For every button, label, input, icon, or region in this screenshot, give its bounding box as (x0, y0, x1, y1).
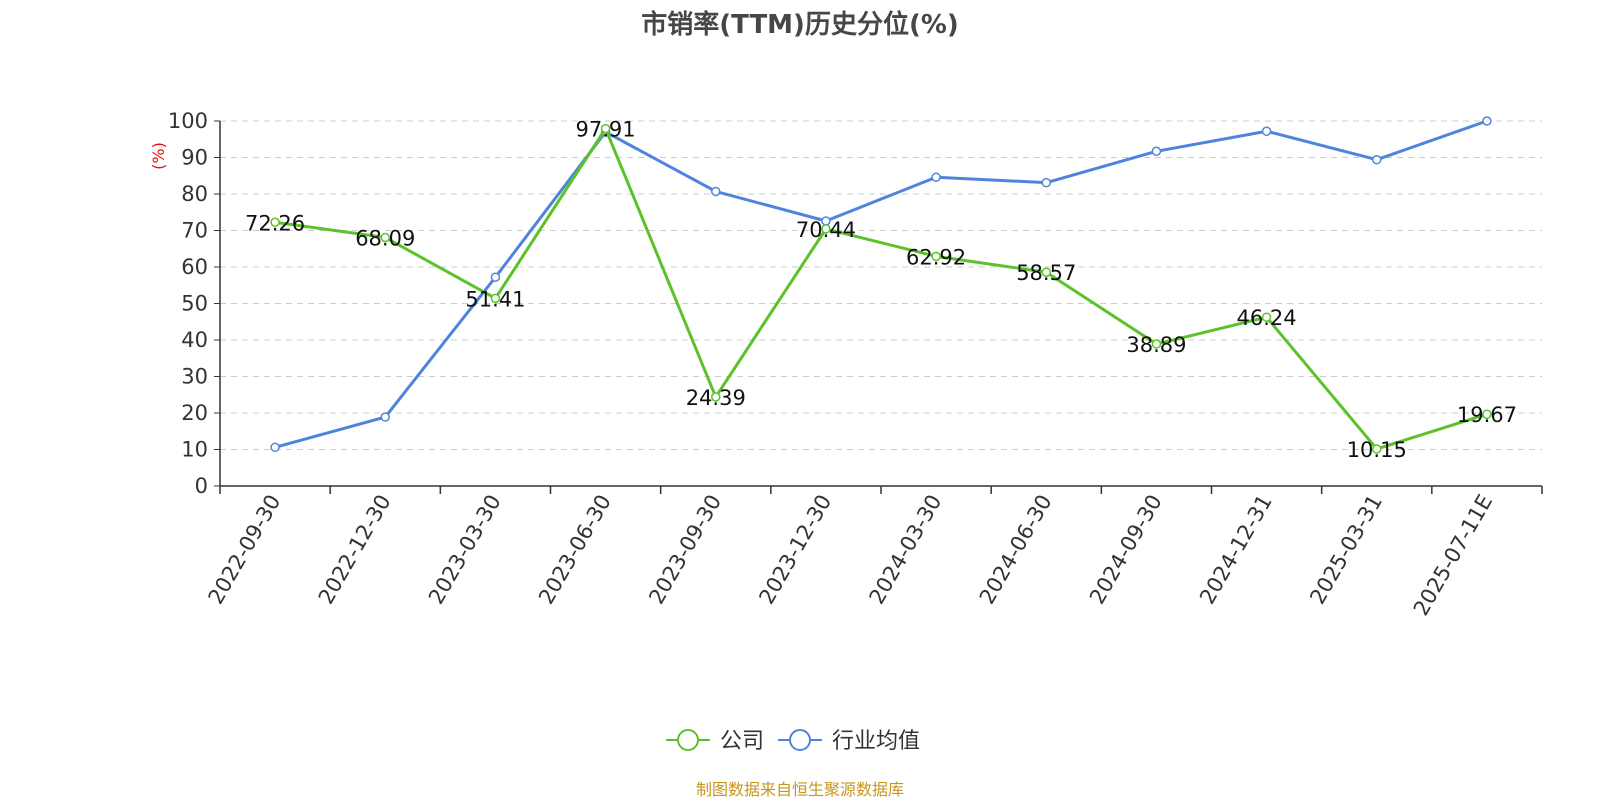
data-label: 97.91 (576, 118, 636, 142)
source-note: 制图数据来自恒生聚源数据库 (695, 780, 904, 799)
data-point (821, 224, 831, 234)
y-tick-label: 40 (181, 328, 208, 352)
data-point (270, 217, 280, 228)
data-label: 72.26 (245, 211, 305, 235)
data-point (1372, 154, 1382, 165)
data-point (600, 123, 611, 134)
data-point (711, 392, 721, 402)
x-tick-label: 2024-12-31 (1195, 491, 1277, 609)
data-point (490, 272, 501, 282)
y-tick-label: 30 (181, 365, 208, 389)
data-label: 70.44 (796, 218, 856, 242)
data-label: 24.39 (686, 386, 746, 410)
x-tick-label: 2025-07-11E (1409, 491, 1497, 620)
data-point (1372, 444, 1382, 454)
data-point (1151, 146, 1162, 157)
data-point (1041, 267, 1051, 277)
x-tick-label: 2023-09-30 (644, 491, 726, 609)
data-label: 38.89 (1126, 333, 1186, 357)
x-tick-label: 2024-09-30 (1085, 491, 1167, 609)
data-point (270, 442, 280, 453)
data-label: 46.24 (1237, 306, 1297, 330)
data-point (1482, 409, 1492, 419)
data-label: 51.41 (465, 287, 525, 311)
legend-marker (677, 729, 699, 751)
data-point (711, 186, 721, 197)
data-point (380, 232, 390, 243)
data-point (380, 412, 390, 422)
x-tick-label: 2022-12-30 (314, 491, 396, 609)
legend-marker (789, 729, 811, 751)
data-point (1041, 177, 1051, 188)
y-tick-label: 50 (181, 292, 208, 316)
y-tick-label: 10 (181, 438, 208, 462)
data-label: 19.67 (1457, 403, 1517, 427)
legend-label: 行业均值 (832, 729, 920, 754)
y-tick-label: 70 (181, 219, 208, 243)
data-point (1482, 116, 1492, 126)
data-point (490, 293, 501, 304)
data-label: 62.92 (906, 245, 966, 269)
y-tick-label: 20 (181, 401, 208, 425)
x-tick-label: 2023-03-30 (424, 490, 506, 608)
x-tick-label: 2022-09-30 (204, 491, 286, 609)
data-label: 10.15 (1347, 438, 1407, 462)
series-line (274, 127, 1488, 451)
y-tick-label: 100 (168, 109, 208, 133)
y-tick-label: 80 (181, 182, 208, 206)
x-tick-label: 2024-06-30 (975, 491, 1057, 609)
x-tick-label: 2024-03-30 (865, 490, 947, 608)
y-tick-label: 60 (181, 255, 208, 279)
data-label: 68.09 (355, 226, 415, 250)
data-label: 58.57 (1016, 261, 1076, 285)
y-tick-label: 0 (195, 474, 208, 498)
x-tick-label: 2023-06-30 (534, 491, 616, 609)
x-tick-label: 2025-03-31 (1305, 491, 1387, 609)
data-point (1151, 339, 1162, 349)
y-tick-label: 90 (181, 146, 208, 170)
series-line (274, 119, 1488, 449)
data-point (1261, 312, 1272, 322)
y-axis-label: (%) (149, 142, 168, 170)
legend-label: 公司 (720, 729, 764, 754)
x-tick-label: 2023-12-30 (754, 491, 836, 609)
chart-title: 市销率(TTM)历史分位(%) (641, 10, 959, 40)
data-point (1261, 126, 1272, 136)
data-point (931, 172, 941, 182)
data-point (931, 251, 941, 262)
